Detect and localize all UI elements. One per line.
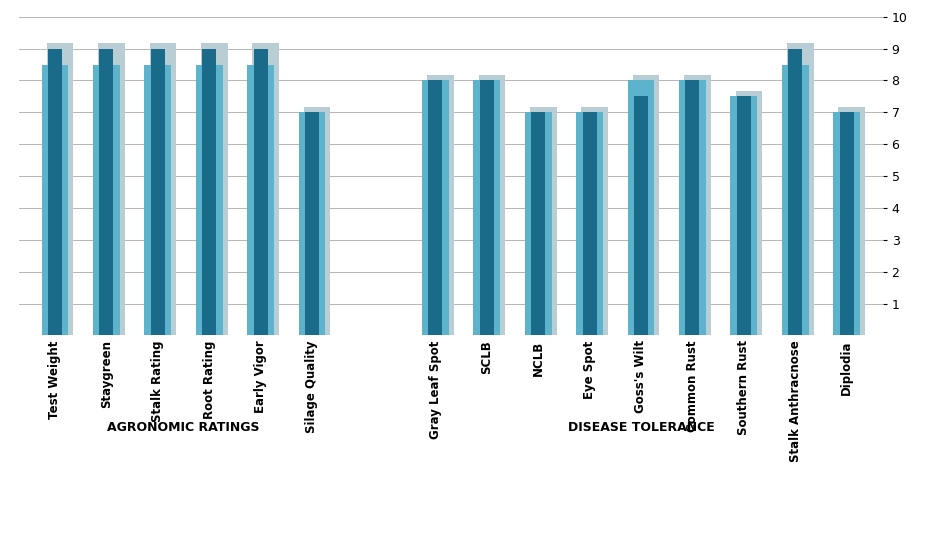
Text: DISEASE TOLERANCE: DISEASE TOLERANCE [568,421,715,434]
Bar [201,43,228,335]
Bar [685,80,699,335]
Bar [530,107,557,335]
Bar [427,75,454,335]
Bar [428,80,442,335]
Bar [247,64,274,335]
Bar [202,49,216,335]
Bar [144,64,171,335]
Bar [735,91,762,335]
Bar [684,75,711,335]
Bar [531,112,545,335]
Bar [787,43,813,335]
Bar [731,96,757,335]
Bar [633,75,660,335]
Bar [480,80,493,335]
Bar [583,112,597,335]
Bar [627,80,655,335]
Bar [576,112,603,335]
Bar [42,64,68,335]
Bar [679,80,706,335]
Bar [305,112,319,335]
Bar [47,43,73,335]
Bar [789,49,802,335]
Bar [833,112,860,335]
Bar [151,49,165,335]
Bar [48,49,62,335]
Text: AGRONOMIC RATINGS: AGRONOMIC RATINGS [107,421,260,434]
Bar [840,112,853,335]
Bar [582,107,608,335]
Bar [304,107,330,335]
Bar [422,80,449,335]
Bar [525,112,551,335]
Bar [93,64,120,335]
Bar [299,112,326,335]
Bar [736,96,751,335]
Bar [98,43,125,335]
Bar [782,64,809,335]
Bar [150,43,177,335]
Bar [838,107,865,335]
Bar [634,96,648,335]
Bar [100,49,113,335]
Bar [474,80,500,335]
Bar [195,64,222,335]
Bar [478,75,505,335]
Bar [252,43,279,335]
Bar [253,49,268,335]
